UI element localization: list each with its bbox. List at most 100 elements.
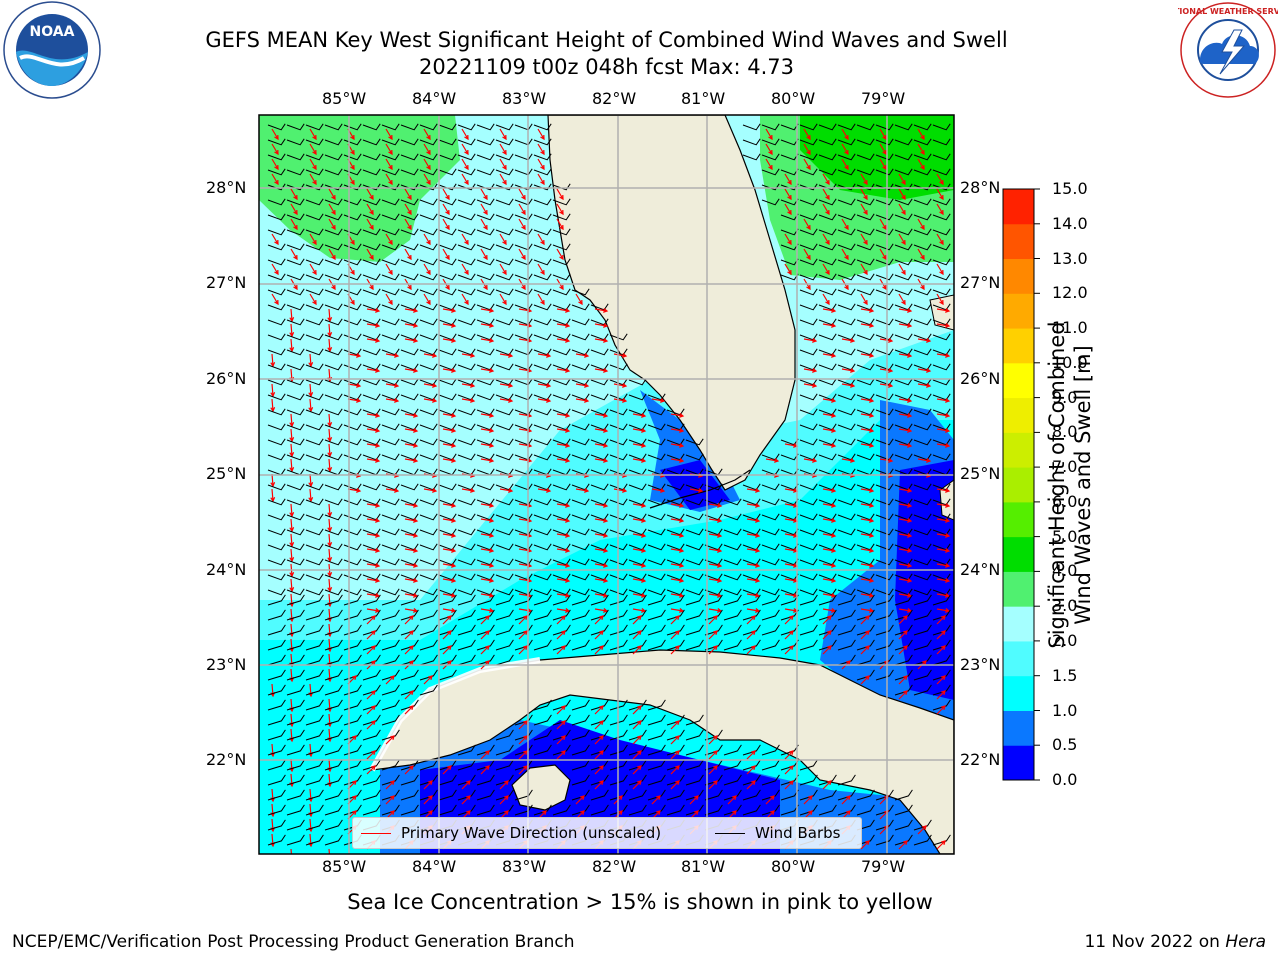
wave-arrow-1248 (594, 780, 604, 790)
wind-barb-602 (552, 453, 571, 461)
wave-arrow-544 (632, 428, 647, 433)
wind-barb-465 (932, 378, 951, 386)
lat-label-left-22n: 22°N (206, 750, 247, 769)
wind-barb-230 (267, 258, 286, 266)
wind-barb-444 (381, 378, 400, 386)
wind-barb-422 (476, 363, 495, 371)
wave-arrow-574 (632, 443, 647, 448)
wave-arrow-1054 (366, 645, 376, 655)
wind-barb-1222 (590, 759, 609, 771)
wind-barb-745 (647, 513, 666, 521)
wave-arrow-340 (442, 323, 457, 328)
wind-barb-722 (894, 498, 913, 506)
wave-arrow-994 (594, 615, 604, 625)
wind-barb-269 (533, 273, 552, 281)
wind-barb-1276 (571, 789, 590, 801)
wind-barb-892 (704, 573, 723, 581)
wind-barb-1249 (609, 774, 628, 786)
wind-barb-238 (419, 258, 438, 266)
wind-barb-944 (324, 594, 343, 606)
colorbar-bin-15 (1003, 223, 1034, 260)
wave-arrow-700 (480, 503, 495, 508)
wind-barb-1067 (609, 639, 628, 651)
wave-arrow-248 (822, 263, 830, 276)
wind-barb-754 (818, 513, 837, 521)
wind-barb-832 (932, 543, 951, 551)
wind-barb-328 (894, 303, 913, 311)
wave-arrow-314 (442, 308, 457, 313)
wind-barb-1028 (552, 624, 571, 636)
wind-barb-374 (590, 333, 609, 341)
wind-barb-237 (400, 258, 419, 266)
wind-barb-279 (932, 273, 951, 281)
wind-barb-1256 (742, 774, 761, 786)
wave-arrow-504 (442, 413, 457, 418)
wind-barb-876 (400, 573, 419, 581)
wave-arrow-806 (442, 548, 457, 553)
lat-label-right-27n: 27°N (960, 273, 1001, 292)
wind-barb-1122 (324, 684, 343, 696)
wave-arrow-890 (670, 578, 685, 583)
wind-barb-392 (419, 348, 438, 356)
wind-barb-1107 (324, 669, 343, 681)
wave-arrow-850 (594, 563, 609, 568)
wind-barb-782 (666, 528, 685, 536)
wind-barb-1317 (704, 804, 723, 816)
colorbar-tick-label-16: 14.0 (1052, 213, 1088, 233)
wave-arrow-250 (860, 263, 868, 276)
wind-barb-519 (837, 408, 856, 416)
wind-barb-1115 (875, 669, 894, 681)
wind-barb-64 (495, 153, 514, 161)
wind-barb-368 (476, 333, 495, 341)
wind-barb-1006 (818, 609, 837, 621)
wind-barb-535 (457, 423, 476, 431)
wave-arrow-118 (556, 188, 564, 201)
wave-arrow-1026 (518, 630, 528, 640)
wave-arrow-304 (936, 293, 944, 306)
wind-barb-281 (286, 288, 305, 296)
wave-arrow-1068 (632, 645, 642, 655)
wave-arrow-1228 (708, 765, 718, 775)
colorbar-tick-label-0: 0.0 (1052, 770, 1078, 789)
wind-barb-706 (590, 498, 609, 506)
wind-barb-358 (286, 333, 305, 341)
wave-arrow-150 (860, 203, 868, 216)
wind-barb-545 (647, 423, 666, 431)
wave-arrow-864 (860, 563, 875, 568)
wind-barb-1007 (837, 609, 856, 621)
colorbar-tick-label-13: 11.0 (1052, 318, 1088, 338)
wind-barb-454 (571, 378, 590, 386)
wave-arrow-722 (898, 503, 913, 508)
wind-barb-1101 (894, 654, 913, 666)
wave-arrow-458 (803, 383, 818, 388)
wind-barb-848 (552, 558, 571, 566)
wave-arrow-140 (480, 203, 488, 216)
wind-barb-2 (305, 123, 324, 131)
wind-barb-134 (362, 198, 381, 206)
wind-barb-272 (799, 273, 818, 281)
wave-arrow-548 (822, 428, 837, 433)
wind-barb-781 (647, 528, 666, 536)
wind-barb-1001 (723, 609, 742, 621)
wind-barb-1243 (438, 774, 457, 786)
wave-arrow-1114 (860, 675, 870, 685)
wave-arrow-404 (822, 353, 837, 358)
wind-barb-1133 (305, 699, 324, 711)
wave-arrow-38 (499, 143, 507, 156)
wave-arrow-1158 (594, 720, 604, 730)
wind-barb-125 (875, 183, 894, 191)
wind-barb-763 (305, 528, 324, 536)
wave-arrow-232 (309, 263, 317, 276)
wave-arrow-934 (822, 593, 837, 598)
wind-barb-242 (495, 258, 514, 266)
wind-barb-1252 (666, 774, 685, 786)
wind-barb-11 (476, 123, 495, 131)
wave-arrow-894 (746, 578, 761, 583)
wind-barb-1 (286, 123, 305, 131)
wind-barb-1024 (476, 624, 495, 636)
wind-barb-464 (913, 378, 932, 386)
wind-barb-513 (609, 408, 628, 416)
wind-barb-307 (305, 303, 324, 311)
wind-barb-104 (286, 183, 305, 191)
wind-barb-286 (381, 288, 400, 296)
